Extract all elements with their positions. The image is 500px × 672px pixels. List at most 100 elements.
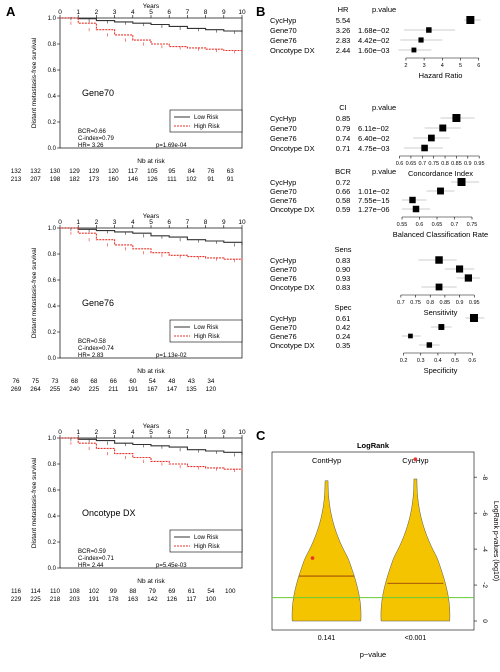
forest-row-value: 3.26: [336, 26, 351, 35]
km-title: Gene70: [82, 88, 114, 98]
km-risk-cell: 63: [227, 168, 235, 175]
km-x-tick-label: 2: [95, 429, 99, 436]
km-risk-cell: 198: [50, 176, 61, 183]
forest-row-p: 1.01e−02: [358, 187, 390, 196]
forest-value-header: HR: [338, 5, 349, 14]
km-risk-cell: 84: [188, 168, 196, 175]
km-risk-cell: 99: [110, 588, 118, 595]
km-years-label: Years: [143, 213, 160, 220]
forest-point: [428, 134, 435, 142]
panel-label-c: C: [256, 428, 266, 443]
panel-label-b: B: [256, 4, 265, 19]
km-risk-cell: 225: [89, 386, 100, 393]
km-risk-cell: 68: [71, 378, 79, 385]
forest-row-value: 0.42: [336, 323, 351, 332]
km-p-value: p=5.45e-03: [156, 563, 187, 569]
km-risk-cell: 73: [51, 378, 59, 385]
km-title: Gene76: [82, 298, 114, 308]
km-risk-cell: 54: [207, 588, 215, 595]
forest-panel-1: CI p.value CycHyp 0.85 Gene70 0.79 6.11e−02 Gen…: [270, 103, 485, 178]
forest-point: [426, 27, 432, 33]
forest-row-p: 6.11e−02: [358, 124, 389, 133]
forest-value-header: Sens: [334, 245, 351, 254]
forest-value-header: CI: [339, 103, 347, 112]
km-y-tick-label: 1.0: [48, 226, 57, 232]
forest-row-label: CycHyp: [270, 16, 296, 25]
km-curve-low-risk: [60, 17, 243, 33]
km-y-tick-label: 0.2: [48, 540, 57, 546]
forest-row-label: Gene76: [270, 36, 297, 45]
forest-x-tick-label: 0.85: [440, 300, 451, 306]
km-legend-high: High Risk: [194, 124, 221, 130]
violin-y-tick-label: -8: [481, 474, 488, 480]
km-risk-cell: 229: [11, 596, 22, 603]
forest-panel-4: Spec CycHyp 0.61 Gene70 0.42 Gene76 0.24 Oncoty…: [270, 303, 485, 375]
km-risk-cell: 116: [11, 588, 22, 595]
km-risk-cell: 43: [188, 378, 196, 385]
km-x-tick-label: 9: [222, 219, 226, 226]
km-risk-cell: 76: [207, 168, 215, 175]
forest-x-tick-label: 0.6: [396, 161, 404, 167]
forest-row-p: 7.55e−15: [358, 196, 390, 205]
km-x-tick-label: 4: [131, 219, 135, 226]
km-risk-cell: 34: [207, 378, 215, 385]
forest-x-tick-label: 5: [459, 63, 462, 69]
km-cindex: C-index=0.79: [78, 136, 115, 142]
forest-row-value: 0.66: [336, 187, 351, 196]
forest-row-label: Gene76: [270, 196, 297, 205]
km-risk-cell: 105: [147, 168, 158, 175]
forest-row-label: Oncotype DX: [270, 341, 315, 350]
km-y-tick-label: 0.6: [48, 278, 57, 284]
km-cindex: C-index=0.74: [78, 346, 115, 352]
km-y-tick-label: 0.4: [48, 94, 57, 100]
km-x-tick-label: 9: [222, 429, 226, 436]
forest-x-tick-label: 0.85: [451, 161, 462, 167]
forest-x-tick-label: 6: [477, 63, 480, 69]
forest-row-label: Gene76: [270, 134, 297, 143]
forest-x-tick-label: 0.2: [400, 358, 408, 364]
forest-row-label: Gene76: [270, 274, 297, 283]
forest-row-p: 1.60e−03: [358, 46, 390, 55]
km-hr: HR= 2.83: [78, 353, 104, 359]
forest-point: [426, 342, 433, 348]
km-x-tick-label: 8: [204, 219, 208, 226]
forest-x-tick-label: 0.95: [469, 300, 480, 306]
forest-x-axis-label: Balanced Classification Rate: [393, 230, 488, 239]
km-risk-cell: 255: [50, 386, 61, 393]
forest-row-value: 0.85: [336, 114, 351, 123]
forest-row-value: 0.79: [336, 124, 351, 133]
forest-row-value: 0.71: [336, 144, 351, 153]
km-y-tick-label: 0.4: [48, 304, 57, 310]
km-risk-cell: 264: [30, 386, 41, 393]
forest-row-value: 0.72: [336, 178, 351, 187]
km-risk-cell: 48: [168, 378, 176, 385]
km-panel-2: Years 0 1 2 3 4 5 6 7 8 9 10 0.0 0.2 0.4 0.6 0.8 1.0 Dista…: [11, 423, 246, 603]
forest-row-value: 2.83: [336, 36, 351, 45]
km-y-tick-label: 0.8: [48, 252, 57, 258]
violin-title: LogRank: [357, 441, 390, 450]
km-risk-title: Nb at risk: [137, 158, 165, 165]
km-x-tick-label: 5: [149, 9, 153, 16]
violin-plot: LogRankContHyp0.141CycHyp<0.001p−value0-…: [271, 441, 499, 659]
forest-x-tick-label: 0.65: [432, 222, 443, 228]
forest-x-tick-label: 0.95: [474, 161, 485, 167]
forest-point: [411, 47, 417, 53]
km-risk-cell: 111: [167, 176, 177, 183]
forest-point: [421, 144, 428, 152]
km-y-tick-label: 0.2: [48, 330, 57, 336]
forest-panel-3: Sens CycHyp 0.83 Gene70 0.90 Gene76 0.93 Oncoty…: [270, 245, 481, 317]
km-risk-cell: 126: [167, 596, 178, 603]
forest-panel-0: HR p.value CycHyp 5.54 Gene70 3.26 1.68e−02 Gen…: [270, 5, 481, 80]
km-risk-cell: 173: [89, 176, 100, 183]
forest-p-header: p.value: [372, 167, 396, 176]
forest-x-tick-label: 0.7: [451, 222, 459, 228]
km-x-tick-label: 4: [131, 9, 135, 16]
forest-point: [469, 314, 478, 322]
km-curve-high-risk: [60, 17, 243, 52]
km-p-value: p=1.69e-04: [156, 143, 187, 149]
forest-x-tick-label: 0.75: [428, 161, 439, 167]
forest-x-tick-label: 0.6: [468, 358, 476, 364]
km-y-tick-label: 0.6: [48, 68, 57, 74]
km-risk-cell: 213: [11, 176, 22, 183]
